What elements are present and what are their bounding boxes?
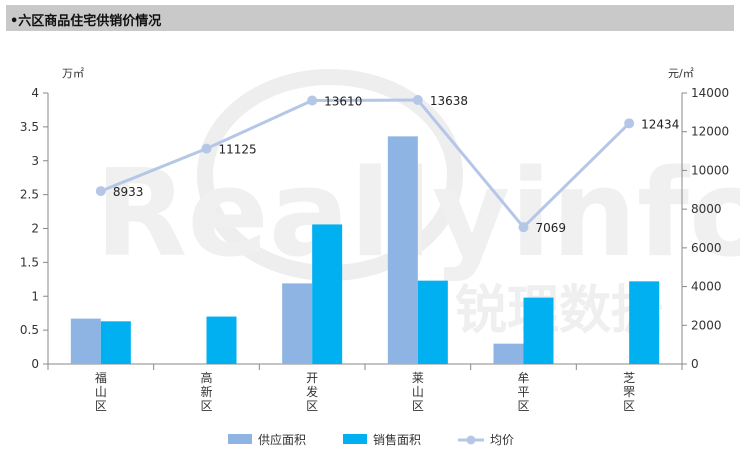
point-price [518, 222, 529, 233]
x-tick-label: 福山区 [95, 370, 107, 413]
y-right-tick-label: 14000 [691, 86, 729, 100]
bar-sales [312, 224, 343, 364]
x-tick-label: 牟平区 [517, 370, 529, 413]
point-price [412, 95, 423, 106]
bar-sales [417, 280, 448, 364]
y-right-tick-label: 0 [691, 357, 699, 371]
y-left-tick-label: 1 [31, 289, 39, 303]
y-left-tick-label: 3.5 [20, 120, 39, 134]
data-label-price: 13638 [430, 94, 468, 108]
data-label-price: 12434 [641, 117, 679, 131]
x-tick-label: 高新区 [200, 370, 212, 413]
y-left-tick-label: 4 [31, 86, 39, 100]
bar-supply [493, 343, 524, 364]
bar-sales [629, 281, 660, 364]
y-right-tick-label: 12000 [691, 125, 729, 139]
y-right-tick-label: 8000 [691, 202, 722, 216]
legend-label-price: 均价 [490, 433, 514, 447]
bar-supply [282, 283, 313, 364]
y-left-tick-label: 0 [31, 357, 39, 371]
point-price [201, 143, 212, 154]
y-right-unit: 元/㎡ [668, 67, 694, 80]
point-price [624, 118, 635, 129]
title-bar: •六区商品住宅供销价情况 [6, 5, 734, 31]
y-left-tick-label: 2.5 [20, 188, 39, 202]
legend-label-supply: 供应面积 [258, 432, 306, 447]
y-left-tick-label: 3 [31, 154, 39, 168]
y-left-tick-label: 1.5 [20, 255, 39, 269]
legend-swatch-sales [343, 434, 367, 444]
y-right-tick-label: 10000 [691, 163, 729, 177]
data-label-price: 13610 [324, 95, 362, 109]
legend-label-sales: 销售面积 [373, 432, 421, 447]
watermark-cjk: 锐理数据 [455, 281, 663, 341]
y-right-tick-label: 2000 [691, 318, 722, 332]
legend-marker-price [466, 435, 476, 445]
y-right-tick-label: 6000 [691, 241, 722, 255]
bar-sales [206, 316, 237, 364]
legend-swatch-supply [228, 434, 252, 444]
y-right-tick-label: 4000 [691, 280, 722, 294]
bar-supply [387, 136, 418, 364]
y-left-tick-label: 2 [31, 222, 39, 236]
x-tick-label: 芝罘区 [623, 370, 635, 413]
x-tick-label: 莱山区 [412, 371, 424, 413]
y-left-tick-label: 0.5 [20, 323, 39, 337]
line-price [100, 98, 631, 230]
data-label-price: 11125 [219, 143, 257, 157]
bar-sales [523, 297, 554, 364]
bar-sales [100, 321, 131, 364]
point-price [95, 186, 106, 197]
bar-supply [70, 318, 101, 364]
data-label-price: 8933 [113, 185, 144, 199]
y-left-unit: 万㎡ [62, 67, 84, 80]
point-price [307, 95, 318, 106]
data-label-price: 7069 [536, 221, 567, 235]
page-title: •六区商品住宅供销价情况 [10, 14, 162, 29]
x-tick-label: 开发区 [306, 371, 318, 413]
